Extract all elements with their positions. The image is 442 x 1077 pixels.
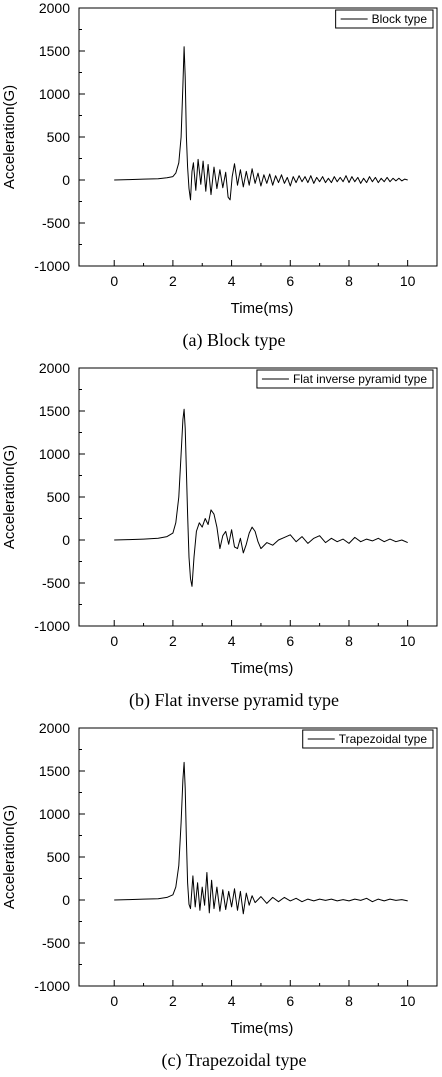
- x-tick-label: 8: [345, 633, 353, 649]
- y-tick-label: -500: [42, 215, 70, 231]
- y-tick-label: -500: [42, 935, 70, 951]
- x-tick-label: 6: [286, 273, 294, 289]
- y-tick-label: 1500: [39, 403, 70, 419]
- y-tick-label: 500: [47, 849, 71, 865]
- x-tick-label: 2: [169, 273, 177, 289]
- y-axis-label: Acceleration(G): [1, 805, 18, 909]
- y-tick-label: 0: [62, 532, 70, 548]
- x-tick-label: 0: [110, 273, 118, 289]
- y-tick-label: -1000: [34, 978, 70, 994]
- plot-frame: [78, 727, 438, 987]
- x-tick-label: 6: [286, 633, 294, 649]
- plot-frame: [78, 367, 438, 627]
- y-tick-label: 500: [47, 129, 71, 145]
- x-tick-label: 6: [286, 993, 294, 1009]
- legend-label: Trapezoidal type: [339, 732, 428, 746]
- y-tick-label: 2000: [39, 360, 70, 376]
- y-tick-label: 0: [62, 892, 70, 908]
- chart-panel-block-type: -1000 -500 0 500 1000 1500 2000 0 2 4 6 8 10 Time(ms)…: [0, 0, 442, 357]
- series-line-0: [114, 46, 408, 201]
- y-tick-label: 2000: [39, 720, 70, 736]
- series-line-0: [114, 408, 408, 587]
- series-line-0: [114, 761, 408, 915]
- x-axis-label: Time(ms): [231, 660, 294, 677]
- chart-svg: -1000 -500 0 500 1000 1500 2000 0 2 4 6 8 10 Time(ms)…: [1, 0, 438, 351]
- x-tick-label: 8: [345, 993, 353, 1009]
- figure-caption: (a) Block type: [183, 330, 286, 351]
- y-tick-label: 0: [62, 172, 70, 188]
- legend-label: Block type: [372, 12, 428, 26]
- legend-box: [335, 9, 434, 29]
- y-tick-label: 1000: [39, 806, 70, 822]
- x-tick-label: 2: [169, 993, 177, 1009]
- chart-svg: -1000 -500 0 500 1000 1500 2000 0 2 4 6 8 10 Time(ms)…: [1, 360, 438, 711]
- y-tick-label: 1000: [39, 86, 70, 102]
- y-axis-label: Acceleration(G): [1, 85, 18, 189]
- x-tick-label: 2: [169, 633, 177, 649]
- chart-svg: -1000 -500 0 500 1000 1500 2000 0 2 4 6 8 10 Time(ms)…: [1, 720, 438, 1071]
- y-axis-label: Acceleration(G): [1, 445, 18, 549]
- x-tick-label: 8: [345, 273, 353, 289]
- y-tick-label: 1500: [39, 43, 70, 59]
- y-tick-label: -1000: [34, 258, 70, 274]
- y-tick-label: 2000: [39, 0, 70, 16]
- legend-box: [302, 729, 434, 749]
- y-tick-label: -500: [42, 575, 70, 591]
- chart-panel-trapezoidal-type: -1000 -500 0 500 1000 1500 2000 0 2 4 6 8 10 Time(ms)…: [0, 720, 442, 1077]
- x-tick-label: 0: [110, 633, 118, 649]
- y-tick-label: 1000: [39, 446, 70, 462]
- legend-label: Flat inverse pyramid type: [293, 372, 427, 386]
- y-tick-label: 500: [47, 489, 71, 505]
- x-axis-label: Time(ms): [231, 1020, 294, 1037]
- x-tick-label: 10: [400, 273, 416, 289]
- x-tick-label: 10: [400, 993, 416, 1009]
- x-axis-label: Time(ms): [231, 300, 294, 317]
- y-tick-label: -1000: [34, 618, 70, 634]
- x-tick-label: 4: [228, 993, 236, 1009]
- legend-box: [256, 369, 434, 389]
- figure-caption: (c) Trapezoidal type: [162, 1050, 307, 1071]
- chart-panel-flat-inverse-pyramid-type: -1000 -500 0 500 1000 1500 2000 0 2 4 6 8 10 Time(ms)…: [0, 360, 442, 717]
- x-tick-label: 0: [110, 993, 118, 1009]
- plot-frame: [78, 7, 438, 267]
- figure-caption: (b) Flat inverse pyramid type: [129, 690, 339, 711]
- x-tick-label: 10: [400, 633, 416, 649]
- x-tick-label: 4: [228, 633, 236, 649]
- y-tick-label: 1500: [39, 763, 70, 779]
- x-tick-label: 4: [228, 273, 236, 289]
